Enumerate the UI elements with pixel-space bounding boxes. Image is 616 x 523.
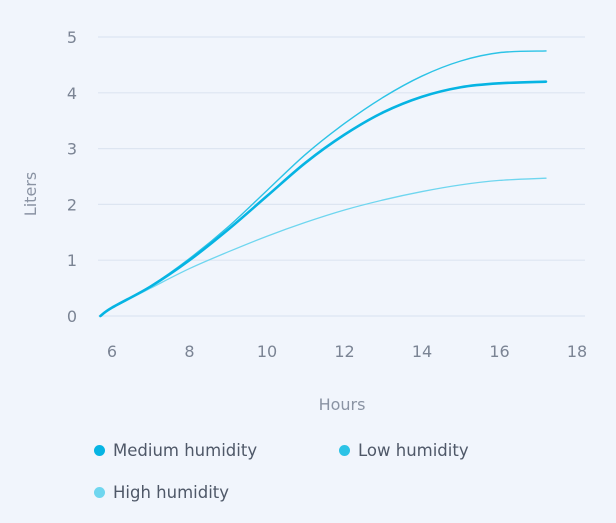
series-line-high-humidity xyxy=(99,177,547,317)
x-tick-label: 6 xyxy=(107,342,117,361)
x-tick-label: 10 xyxy=(257,342,277,361)
legend-item-high-humidity[interactable]: High humidity xyxy=(90,480,335,504)
y-tick-label: 3 xyxy=(67,140,77,159)
x-tick-label: 12 xyxy=(334,342,354,361)
y-tick-label: 2 xyxy=(67,195,77,214)
y-tick-label: 1 xyxy=(67,251,77,270)
legend-marker-high-humidity-icon xyxy=(94,486,105,498)
y-tick-label: 5 xyxy=(67,28,77,47)
series-lines xyxy=(99,50,548,318)
x-tick-label: 18 xyxy=(567,342,587,361)
x-axis-label: Hours xyxy=(319,395,366,414)
legend-item-low-humidity[interactable]: Low humidity xyxy=(335,438,505,462)
x-tick-label: 16 xyxy=(489,342,509,361)
legend-item-medium-humidity[interactable]: Medium humidity xyxy=(90,438,335,462)
x-tick-label: 8 xyxy=(184,342,194,361)
legend-label: Medium humidity xyxy=(113,440,258,460)
legend-marker-medium-humidity-icon xyxy=(94,444,105,456)
legend-label: Low humidity xyxy=(358,440,469,460)
y-tick-label: 4 xyxy=(67,84,77,103)
y-axis-ticks: 0 1 2 3 4 5 xyxy=(67,28,77,326)
y-axis-label: Liters xyxy=(21,172,40,216)
x-tick-label: 14 xyxy=(412,342,432,361)
y-tick-label: 0 xyxy=(67,307,77,326)
legend-label: High humidity xyxy=(113,482,230,502)
series-line-medium-humidity xyxy=(99,80,548,318)
x-axis-ticks: 6 8 10 12 14 16 18 xyxy=(107,342,587,361)
legend-marker-low-humidity-icon xyxy=(339,444,350,456)
grid-lines xyxy=(98,36,585,317)
legend: Medium humidity Low humidity High humidi… xyxy=(90,438,530,504)
